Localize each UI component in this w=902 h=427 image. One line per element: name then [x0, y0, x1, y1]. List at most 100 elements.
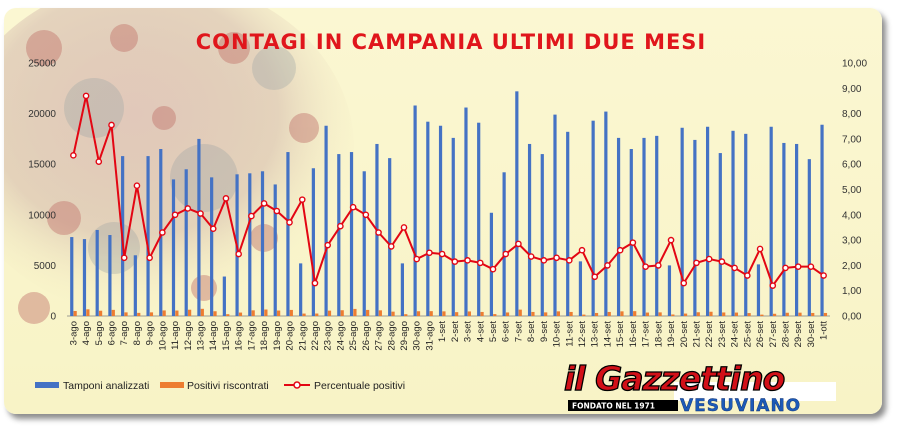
right-y-tick-label: 8,00: [842, 109, 862, 120]
bar-tamponi: [273, 184, 277, 316]
bar-positivi: [594, 312, 599, 316]
point-percentuale: [387, 243, 395, 250]
point-percentuale: [248, 212, 255, 220]
point-percentuale: [578, 246, 586, 254]
point-percentuale: [260, 200, 268, 207]
bar-tamponi: [705, 126, 710, 316]
x-tick-label: 19-ago: [272, 321, 283, 351]
bar-tamponi: [311, 168, 315, 316]
bar-positivi: [518, 309, 522, 316]
point-percentuale: [604, 262, 611, 269]
bar-positivi: [149, 312, 154, 316]
bar-tamponi: [502, 172, 506, 316]
bar-positivi: [798, 312, 802, 316]
x-tick-label: 18-ago: [259, 321, 270, 351]
x-tick-label: 31-ago: [424, 321, 435, 351]
legend-label-positivi: Positivi riscontrati: [187, 380, 269, 392]
point-percentuale: [171, 211, 179, 219]
point-percentuale: [566, 257, 573, 264]
right-y-axis: 0,00 1,00 2,00 3,00 4,00 5,00 6,00 7,00 8,00 9,00…: [842, 59, 867, 323]
point-percentuale: [718, 258, 726, 265]
x-tick-label: 2-set: [450, 321, 461, 342]
bar-positivi: [556, 311, 560, 316]
point-percentuale: [820, 272, 827, 279]
bar-tamponi: [477, 122, 481, 316]
bar-positivi: [633, 311, 637, 316]
bar-tamponi: [70, 237, 74, 316]
x-tick-label: 27-ago: [374, 321, 385, 351]
svg-text:il Gazzettino: il Gazzettino: [564, 360, 785, 398]
bar-tamponi: [95, 229, 99, 316]
bar-positivi: [823, 312, 828, 316]
bar-tamponi: [655, 135, 659, 316]
bar-tamponi: [616, 137, 621, 316]
x-tick-label: 1-ott: [819, 321, 830, 340]
bar-positivi: [264, 309, 268, 316]
bar-tamponi: [184, 169, 188, 316]
point-percentuale: [642, 263, 649, 270]
bar-positivi: [582, 314, 586, 316]
x-tick-label: 15-set: [615, 321, 626, 348]
point-percentuale: [400, 224, 408, 231]
x-axis-labels: 3-ago 4-ago 5-ago 6-ago 7-ago 8-ago 9-ago 10-ag…: [68, 321, 829, 351]
bar-positivi: [175, 310, 179, 316]
bar-tamponi: [337, 154, 341, 316]
point-percentuale: [756, 245, 764, 253]
x-tick-label: 16-set: [628, 321, 639, 348]
bar-tamponi: [299, 263, 303, 316]
bar-positivi: [213, 311, 217, 316]
bar-positivi: [531, 311, 535, 316]
x-tick-label: 11-set: [564, 321, 575, 347]
bar-positivi: [722, 312, 726, 316]
x-tick-label: 15-ago: [221, 321, 232, 351]
point-percentuale: [159, 229, 166, 236]
x-tick-label: 24-ago: [335, 321, 346, 351]
bar-tamponi: [362, 171, 366, 316]
bar-tamponi: [171, 179, 176, 316]
bar-tamponi: [248, 173, 252, 316]
left-y-tick-label: 10000: [28, 210, 56, 221]
point-percentuale: [655, 262, 662, 269]
bar-positivi: [620, 311, 624, 316]
point-percentuale: [438, 250, 446, 258]
bar-positivi: [238, 312, 243, 316]
bar-tamponi: [489, 212, 494, 316]
left-y-tick-label: 15000: [28, 160, 56, 171]
bar-positivi: [188, 309, 192, 316]
x-tick-label: 21-set: [691, 321, 702, 348]
point-percentuale: [426, 249, 433, 257]
bar-positivi: [327, 310, 332, 316]
x-tick-label: 6-set: [501, 321, 512, 342]
point-percentuale: [273, 207, 281, 215]
bar-tamponi: [795, 143, 799, 316]
right-y-tick-label: 7,00: [842, 134, 862, 145]
bar-positivi: [378, 310, 382, 316]
bar-tamponi: [744, 133, 748, 316]
point-percentuale: [680, 279, 688, 287]
bar-positivi: [772, 313, 777, 316]
x-tick-label: 22-set: [704, 321, 715, 348]
x-tick-label: 29-set: [793, 321, 804, 348]
right-y-tick-label: 6,00: [842, 160, 862, 171]
point-percentuale: [616, 246, 624, 254]
right-y-tick-label: 3,00: [842, 236, 862, 247]
x-tick-label: 30-ago: [412, 321, 423, 351]
x-tick-label: 23-ago: [323, 321, 334, 351]
chart-canvas: CONTAGI IN CAMPANIA ULTIMI DUE MESI 0 500…: [28, 30, 867, 392]
right-y-tick-label: 1,00: [842, 286, 862, 297]
bar-positivi: [658, 312, 662, 316]
x-tick-label: 11-ago: [170, 321, 181, 350]
point-percentuale: [782, 264, 789, 272]
x-tick-label: 8-set: [526, 321, 537, 342]
bar-positivi: [709, 311, 713, 316]
bar-positivi: [137, 312, 141, 316]
x-tick-label: 26-ago: [361, 321, 372, 351]
x-tick-label: 19-set: [666, 321, 677, 348]
bar-tamponi: [527, 143, 532, 316]
right-y-tick-label: 5,00: [842, 185, 862, 196]
point-percentuale: [451, 258, 459, 265]
bar-tamponi: [388, 158, 392, 316]
x-tick-label: 8-ago: [132, 321, 143, 345]
chart-card: CONTAGI IN CAMPANIA ULTIMI DUE MESI 0 500…: [4, 8, 882, 414]
point-percentuale: [527, 253, 535, 260]
